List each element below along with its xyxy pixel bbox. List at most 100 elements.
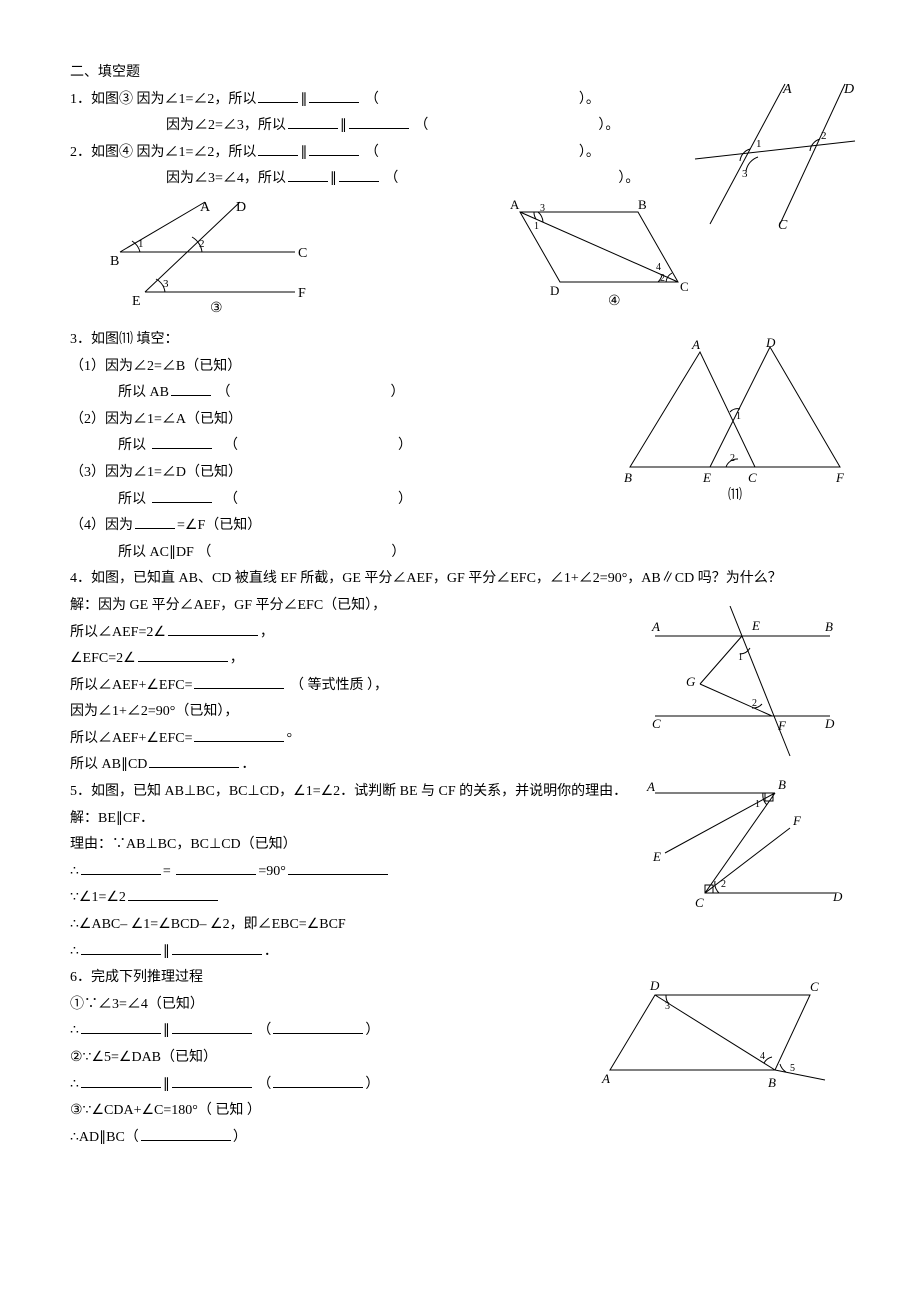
txt: 所以 AB — [118, 385, 169, 400]
txt: ∴ — [70, 1077, 79, 1092]
figure-q4: A B C D E F G 1 2 — [630, 606, 850, 761]
figure-q5: A B C D E F 1 2 — [625, 773, 850, 923]
lbl-1: 1 — [534, 221, 539, 232]
lbl-3: 3 — [742, 168, 748, 180]
q3-block: 3．如图⑾ 填空： （1）因为∠2=∠B（已知） 所以 AB （） （2）因为∠… — [70, 327, 850, 566]
lbl-A: A — [691, 337, 700, 352]
blank — [258, 141, 298, 156]
diagram-icon: A B C D E F G 1 2 — [630, 606, 850, 761]
txt: ∥ — [163, 1077, 170, 1092]
lbl-2: 2 — [752, 698, 757, 709]
txt: =∠F（已知） — [177, 518, 261, 533]
q3-p4a: （4）因为=∠F（已知） — [70, 513, 850, 540]
diagram-icon: A D B E C F 1 2 ⑾ — [620, 337, 850, 507]
txt: ∴ — [70, 944, 79, 959]
q3-p4b: 所以 AC∥DF （） — [70, 540, 850, 567]
q6-p3b: ∴AD∥BC（） — [70, 1125, 850, 1152]
lbl-2: 2 — [660, 273, 665, 284]
lbl-F: F — [777, 718, 787, 733]
blank — [273, 1019, 363, 1034]
lbl-5: 5 — [790, 1063, 795, 1074]
lbl-2: 2 — [730, 453, 735, 464]
txt: ∥ — [163, 944, 170, 959]
lbl-E: E — [132, 294, 141, 309]
txt: ∥ — [163, 1023, 170, 1038]
blank — [81, 860, 161, 875]
blank — [152, 434, 212, 449]
q1-q2-block: 1．如图③ 因为∠1=∠2，所以∥ （）。 因为∠2=∠3，所以∥ （）。 2．… — [70, 87, 850, 193]
parallel: ∥ — [300, 145, 307, 160]
diagram-icon: A B C D 1 3 4 2 ④ — [480, 197, 710, 312]
q4-title: 4．如图，已知直 AB、CD 被直线 EF 所截，GE 平分∠AEF，GF 平分… — [70, 566, 850, 593]
q5-l6: ∴ ∥ ． — [70, 939, 850, 966]
blank — [141, 1126, 231, 1141]
lbl-F: F — [835, 470, 845, 485]
lbl-2: 2 — [721, 879, 726, 890]
parallel: ∥ — [340, 118, 347, 133]
diagram-icon: A D B C E F 1 2 3 ③ — [110, 197, 320, 317]
lbl-2: 2 — [199, 238, 205, 250]
lbl-B: B — [638, 197, 647, 212]
txt: = — [163, 864, 171, 879]
blank — [172, 1019, 252, 1034]
txt: ∠EFC=2∠ — [70, 651, 136, 666]
q1-l1-prefix: 1．如图③ 因为∠1=∠2，所以 — [70, 92, 256, 107]
lbl-3: 3 — [540, 203, 545, 214]
lbl-D: D — [649, 978, 660, 993]
blank — [172, 1073, 252, 1088]
blank — [288, 114, 338, 129]
lbl-A: A — [646, 779, 655, 794]
lbl-1: 1 — [736, 411, 741, 422]
txt: 所以 AC∥DF （ — [118, 545, 211, 560]
txt: ， — [260, 625, 274, 640]
diagram-icon: D C A B 3 4 5 — [600, 975, 850, 1105]
lbl-circ3: ③ — [210, 301, 223, 316]
txt: =90° — [258, 864, 286, 879]
txt: ． — [264, 944, 278, 959]
lbl-1: 1 — [738, 652, 743, 663]
blank — [152, 488, 212, 503]
lbl-E: E — [751, 618, 760, 633]
blank — [288, 860, 388, 875]
blank — [138, 647, 228, 662]
lbl-A: A — [601, 1071, 610, 1086]
lbl-D: D — [236, 200, 246, 215]
blank — [168, 621, 258, 636]
blank — [172, 940, 262, 955]
txt: ． — [241, 757, 255, 772]
lbl-A: A — [651, 619, 660, 634]
rp: ）。 — [598, 118, 619, 133]
lbl-1: 1 — [138, 238, 144, 250]
blank — [176, 860, 256, 875]
lbl-C: C — [680, 279, 689, 294]
txt: ° — [286, 731, 292, 746]
txt: 所以 AB∥CD — [70, 757, 147, 772]
figure-4: A B C D 1 3 4 2 ④ — [480, 197, 710, 312]
lbl-circ4: ④ — [608, 294, 621, 309]
txt: ∵∠1=∠2 — [70, 890, 126, 905]
txt: ∴ — [70, 864, 79, 879]
lbl-A: A — [782, 82, 792, 97]
fig-row-34: A D B C E F 1 2 3 ③ — [70, 197, 850, 327]
lbl-D: D — [824, 716, 835, 731]
lbl-E: E — [652, 849, 661, 864]
blank — [258, 88, 298, 103]
blank — [349, 114, 409, 129]
txt: ∴AD∥BC（ — [70, 1130, 139, 1145]
txt: （ 等式性质 ）， — [290, 678, 388, 693]
lbl-1: 1 — [756, 138, 762, 150]
rp: ）。 — [579, 92, 600, 107]
figure-3: A D B C E F 1 2 3 ③ — [110, 197, 320, 317]
lbl-C: C — [748, 470, 757, 485]
blank — [135, 514, 175, 529]
q6-block: 6．完成下列推理过程 ①∵∠3=∠4（已知） ∴∥ （） ②∵∠5=∠DAB（已… — [70, 965, 850, 1151]
lbl-B: B — [110, 254, 119, 269]
txt: 所以 — [118, 492, 146, 507]
txt: ∴ — [70, 1023, 79, 1038]
q5-block: 5．如图，已知 AB⊥BC，BC⊥CD，∠1=∠2．试判断 BE 与 CF 的关… — [70, 779, 850, 965]
rp: ）。 — [618, 171, 639, 186]
q2-l2-prefix: 因为∠3=∠4，所以 — [166, 171, 286, 186]
blank — [81, 1073, 161, 1088]
blank — [171, 381, 211, 396]
q4-block: 4．如图，已知直 AB、CD 被直线 EF 所截，GE 平分∠AEF，GF 平分… — [70, 566, 850, 779]
